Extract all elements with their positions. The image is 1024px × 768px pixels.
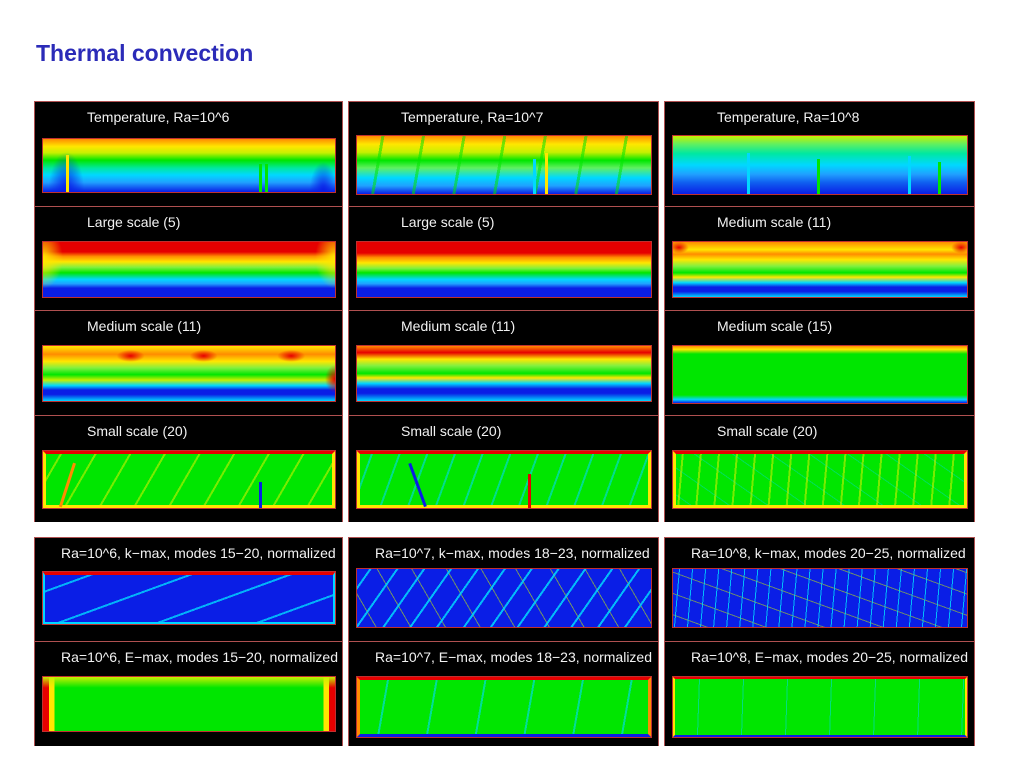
panel-emax-ra8: Ra=10^8, E−max, modes 20−25, normalized xyxy=(665,641,974,746)
panel-label: Ra=10^7, E−max, modes 18−23, normalized xyxy=(375,649,653,665)
temperature-field-image xyxy=(672,135,968,195)
panel-medium-scale-ra7: Medium scale (11) xyxy=(349,310,658,416)
panel-temperature-ra8: Temperature, Ra=10^8 xyxy=(665,102,974,206)
medium-scale-field-image xyxy=(672,241,968,298)
panel-kmax-ra7: Ra=10^7, k−max, modes 18−23, normalized xyxy=(349,538,658,641)
panel-emax-ra6: Ra=10^6, E−max, modes 15−20, normalized xyxy=(35,641,342,746)
temperature-field-image xyxy=(356,135,652,195)
panel-label: Ra=10^6, k−max, modes 15−20, normalized xyxy=(61,545,336,561)
panel-medium-scale-ra8-11: Medium scale (11) xyxy=(665,206,974,311)
panel-label: Medium scale (11) xyxy=(717,214,832,230)
small-scale-field-image xyxy=(42,450,336,509)
panel-label: Ra=10^8, E−max, modes 20−25, normalized xyxy=(691,649,969,665)
panel-label: Medium scale (15) xyxy=(717,318,833,334)
panel-label: Small scale (20) xyxy=(87,423,188,439)
kmax-field-image xyxy=(42,571,336,625)
panel-label: Large scale (5) xyxy=(401,214,495,230)
panel-medium-scale-ra8-15: Medium scale (15) xyxy=(665,310,974,416)
panel-label: Ra=10^6, E−max, modes 15−20, normalized xyxy=(61,649,339,665)
panel-label: Small scale (20) xyxy=(401,423,502,439)
panel-label: Large scale (5) xyxy=(87,214,181,230)
top-column-1: Temperature, Ra=10^6 Large scale (5) Med… xyxy=(34,101,343,522)
panel-temperature-ra6: Temperature, Ra=10^6 xyxy=(35,102,342,206)
bottom-column-2: Ra=10^7, k−max, modes 18−23, normalized … xyxy=(348,537,659,746)
emax-field-image xyxy=(42,676,336,732)
top-column-2: Temperature, Ra=10^7 Large scale (5) Med… xyxy=(348,101,659,522)
large-scale-field-image xyxy=(356,241,652,298)
panel-medium-scale-ra6: Medium scale (11) xyxy=(35,310,342,416)
panel-label: Ra=10^8, k−max, modes 20−25, normalized xyxy=(691,545,966,561)
panel-large-scale-ra6: Large scale (5) xyxy=(35,206,342,311)
small-scale-field-image xyxy=(672,450,968,509)
panel-label: Medium scale (11) xyxy=(401,318,516,334)
panel-label: Ra=10^7, k−max, modes 18−23, normalized xyxy=(375,545,650,561)
top-column-3: Temperature, Ra=10^8 Medium scale (11) M… xyxy=(664,101,975,522)
emax-field-image xyxy=(672,676,968,738)
medium-scale-field-image xyxy=(672,345,968,404)
panel-small-scale-ra6: Small scale (20) xyxy=(35,415,342,522)
panel-small-scale-ra8: Small scale (20) xyxy=(665,415,974,522)
temperature-field-image xyxy=(42,138,336,193)
panel-label: Temperature, Ra=10^7 xyxy=(401,109,544,125)
page-title: Thermal convection xyxy=(36,40,254,66)
kmax-field-image xyxy=(356,568,652,628)
panel-label: Medium scale (11) xyxy=(87,318,202,334)
kmax-field-image xyxy=(672,568,968,628)
small-scale-field-image xyxy=(356,450,652,509)
bottom-column-1: Ra=10^6, k−max, modes 15−20, normalized … xyxy=(34,537,343,746)
medium-scale-field-image xyxy=(42,345,336,402)
panel-emax-ra7: Ra=10^7, E−max, modes 18−23, normalized xyxy=(349,641,658,746)
bottom-column-3: Ra=10^8, k−max, modes 20−25, normalized … xyxy=(664,537,975,746)
panel-label: Temperature, Ra=10^6 xyxy=(87,109,230,125)
medium-scale-field-image xyxy=(356,345,652,402)
emax-field-image xyxy=(356,676,652,738)
panel-kmax-ra8: Ra=10^8, k−max, modes 20−25, normalized xyxy=(665,538,974,641)
panel-label: Small scale (20) xyxy=(717,423,818,439)
panel-temperature-ra7: Temperature, Ra=10^7 xyxy=(349,102,658,206)
panel-small-scale-ra7: Small scale (20) xyxy=(349,415,658,522)
panel-large-scale-ra7: Large scale (5) xyxy=(349,206,658,311)
panel-kmax-ra6: Ra=10^6, k−max, modes 15−20, normalized xyxy=(35,538,342,641)
panel-label: Temperature, Ra=10^8 xyxy=(717,109,860,125)
large-scale-field-image xyxy=(42,241,336,298)
